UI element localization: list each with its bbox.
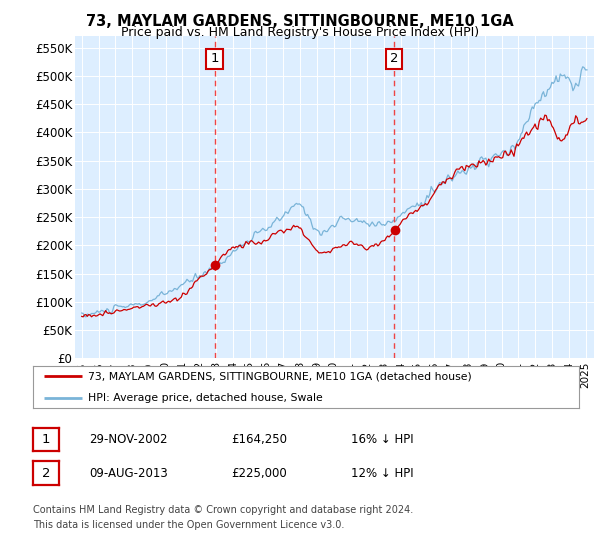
Text: This data is licensed under the Open Government Licence v3.0.: This data is licensed under the Open Gov… — [33, 520, 344, 530]
Text: 09-AUG-2013: 09-AUG-2013 — [89, 466, 167, 480]
Text: 2: 2 — [41, 466, 50, 480]
Text: 1: 1 — [211, 53, 219, 66]
Text: 12% ↓ HPI: 12% ↓ HPI — [351, 466, 413, 480]
Text: 73, MAYLAM GARDENS, SITTINGBOURNE, ME10 1GA (detached house): 73, MAYLAM GARDENS, SITTINGBOURNE, ME10 … — [88, 371, 472, 381]
Text: Contains HM Land Registry data © Crown copyright and database right 2024.: Contains HM Land Registry data © Crown c… — [33, 505, 413, 515]
Text: 1: 1 — [41, 433, 50, 446]
Text: £164,250: £164,250 — [231, 433, 287, 446]
Text: Price paid vs. HM Land Registry's House Price Index (HPI): Price paid vs. HM Land Registry's House … — [121, 26, 479, 39]
Text: £225,000: £225,000 — [231, 466, 287, 480]
Text: 2: 2 — [390, 53, 398, 66]
Text: HPI: Average price, detached house, Swale: HPI: Average price, detached house, Swal… — [88, 394, 322, 403]
Text: 16% ↓ HPI: 16% ↓ HPI — [351, 433, 413, 446]
Text: 73, MAYLAM GARDENS, SITTINGBOURNE, ME10 1GA: 73, MAYLAM GARDENS, SITTINGBOURNE, ME10 … — [86, 14, 514, 29]
Text: 29-NOV-2002: 29-NOV-2002 — [89, 433, 167, 446]
